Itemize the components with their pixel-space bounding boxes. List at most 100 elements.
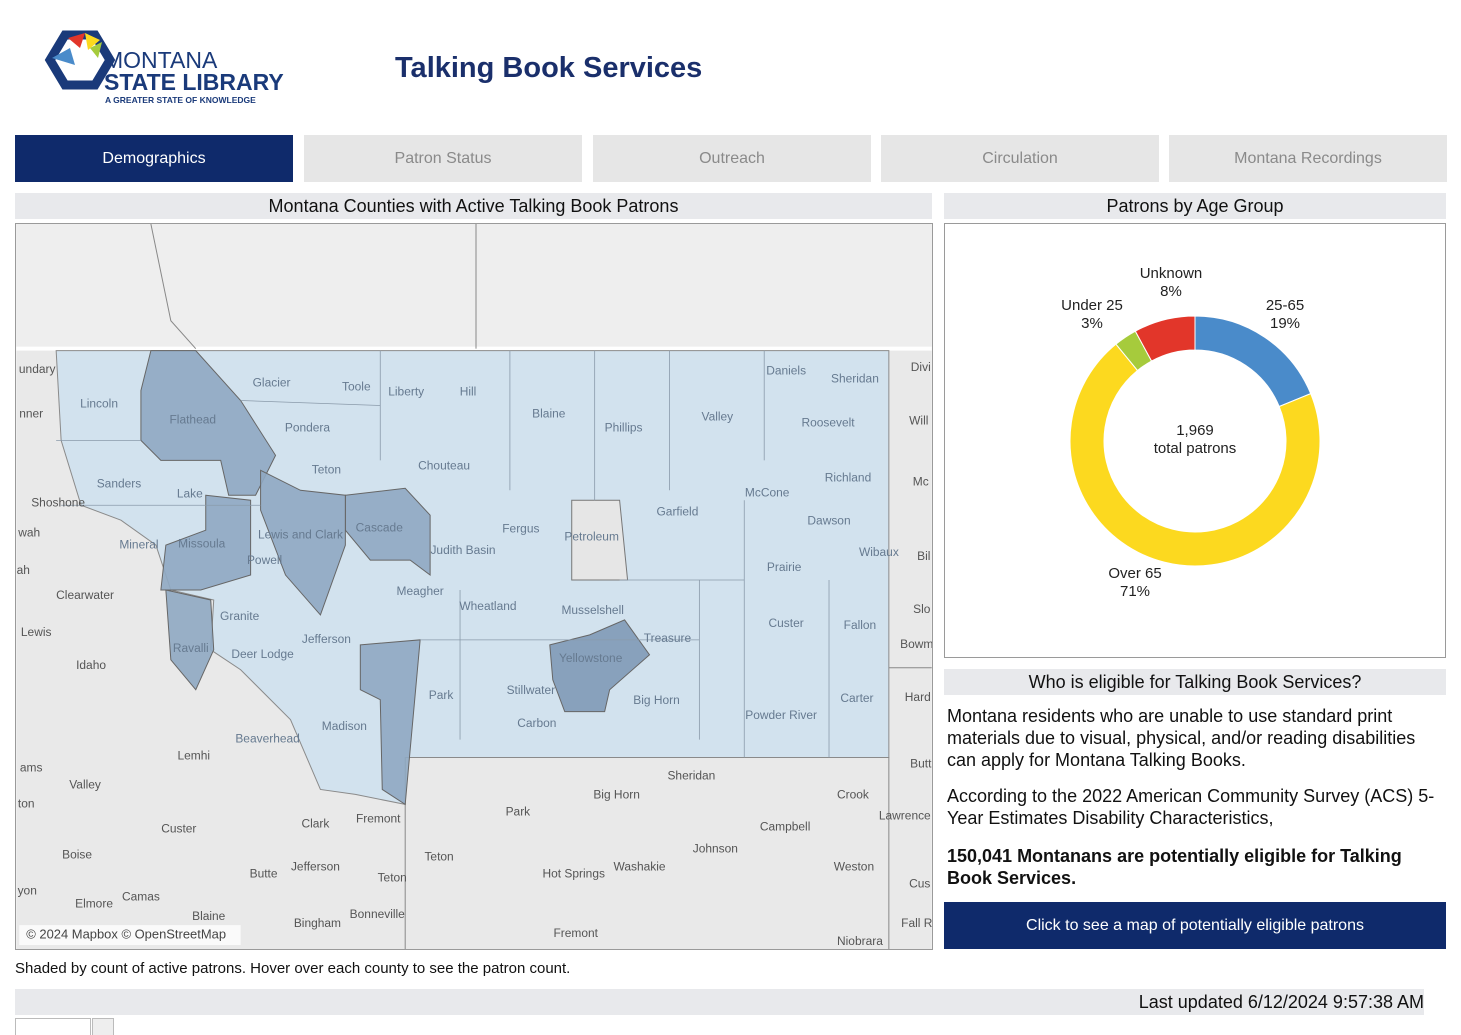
place-label: Clearwater: [56, 588, 114, 602]
place-label: Crook: [837, 788, 869, 802]
county-label: Daniels: [766, 364, 806, 378]
slice-category: Over 65: [1108, 565, 1161, 582]
county-label: Musselshell: [561, 603, 623, 617]
tab[interactable]: Patron Status: [304, 135, 582, 182]
logo-hex: [44, 30, 116, 90]
paragraph: 150,041 Montanans are potentially eligib…: [947, 846, 1402, 888]
county-label: Lake: [177, 486, 203, 500]
county-label: Chouteau: [418, 458, 470, 472]
county-label: Fallon: [844, 618, 877, 632]
place-label: Jefferson: [291, 859, 340, 873]
county-label: Custer: [769, 616, 804, 630]
county-label: Fergus: [502, 521, 539, 535]
county-label: Powder River: [745, 708, 817, 722]
attribution-bg: [19, 925, 241, 946]
place-label: Hot Springs: [542, 866, 604, 880]
county-label: Carbon: [517, 716, 556, 730]
paragraph: According to the 2022 American Community…: [947, 786, 1435, 828]
canada-area: [16, 224, 932, 349]
attribution: © 2024 Mapbox © OpenStreetMap: [26, 926, 226, 941]
place-label: Idaho: [76, 658, 106, 672]
county-label: Lewis and Clark: [258, 527, 343, 541]
logo-line1: MONTANA: [104, 47, 218, 73]
place-label: Butt: [910, 757, 932, 771]
map: Lincoln Flathead Glacier Toole Liberty Hill Bl…: [15, 223, 933, 950]
page-title: Talking Book Services: [395, 52, 703, 84]
donut-slice: [1069, 343, 1321, 567]
county-label: Hill: [460, 385, 477, 399]
county-label: Carter: [840, 691, 873, 705]
place-label: Custer: [161, 821, 196, 835]
logo-tagline: A GREATER STATE OF KNOWLEDGE: [105, 95, 256, 105]
county-label: Glacier: [253, 376, 291, 390]
place-label: wah: [17, 525, 40, 539]
county-label: Valley: [701, 410, 733, 424]
county-label: Yellowstone: [559, 651, 623, 665]
county-shade: [344, 487, 431, 577]
logo-shard: [85, 33, 100, 50]
county-shade: [140, 350, 277, 496]
place-label: Valley: [69, 778, 101, 792]
county-label: Ravalli: [173, 641, 209, 655]
eligibility-title: Who is eligible for Talking Book Service…: [944, 669, 1446, 695]
eligible-map-button[interactable]: Click to see a map of potentially eligib…: [944, 902, 1446, 949]
place-label: Lewis: [21, 625, 52, 639]
county-label: Sanders: [97, 476, 142, 490]
place-label: Mc: [913, 474, 929, 488]
county-label: Wheatland: [459, 599, 516, 613]
place-label: Divi: [911, 360, 931, 374]
county-label: Park: [429, 688, 454, 702]
county-label: Judith Basin: [430, 543, 495, 557]
map-footnote: Shaded by count of active patrons. Hover…: [15, 960, 571, 977]
county-line: [240, 400, 381, 406]
chart-title: Patrons by Age Group: [944, 193, 1446, 219]
county-shade: [260, 469, 346, 616]
county-label: Cascade: [356, 520, 404, 534]
place-label: Slo: [913, 602, 931, 616]
place-label: Cus: [909, 876, 930, 890]
place-label: nner: [19, 407, 43, 421]
scroll-box: [15, 1018, 91, 1035]
slice-category: 25-65: [1266, 297, 1304, 314]
slice-value-label: 19%: [1270, 315, 1300, 332]
county-label: Garfield: [657, 504, 699, 518]
county-label: Liberty: [388, 385, 424, 399]
county-label: Sheridan: [831, 372, 879, 386]
tab[interactable]: Demographics: [15, 135, 293, 182]
place-label: Teton: [378, 870, 407, 884]
place-label: Will: [909, 414, 928, 428]
county-label: Powell: [247, 553, 282, 567]
tab[interactable]: Outreach: [593, 135, 871, 182]
place-label: Boise: [62, 847, 92, 861]
county-label: Lincoln: [80, 397, 118, 411]
place-label: Washakie: [614, 859, 666, 873]
county-label: Treasure: [644, 631, 692, 645]
eligibility-text: Montana residents who are unable to use …: [947, 705, 1442, 889]
place-label: Camas: [122, 889, 160, 903]
county-label: Beaverhead: [235, 732, 299, 746]
place-label: Butte: [250, 866, 278, 880]
place-label: Bingham: [294, 916, 341, 930]
last-updated: Last updated 6/12/2024 9:57:38 AM: [1138, 992, 1424, 1012]
county-label: McCone: [745, 485, 790, 499]
slice-value-label: 8%: [1160, 283, 1182, 300]
tab[interactable]: Circulation: [881, 135, 1159, 182]
place-label: Johnson: [693, 841, 738, 855]
county-label: Deer Lodge: [231, 647, 294, 661]
tab[interactable]: Montana Recordings: [1169, 135, 1447, 182]
place-label: Niobrara: [837, 934, 883, 948]
place-label: Campbell: [760, 819, 811, 833]
donut-slice: [1134, 315, 1196, 362]
map-title: Montana Counties with Active Talking Boo…: [15, 193, 932, 219]
scroll-button: [92, 1018, 114, 1035]
place-label: Clark: [301, 817, 329, 831]
footer-bar: [15, 989, 1424, 1015]
place-label: ton: [18, 797, 35, 811]
county-label: Petroleum: [564, 529, 619, 543]
place-label: Blaine: [192, 909, 226, 923]
slice-category: Unknown: [1140, 265, 1203, 282]
place-label: ams: [20, 761, 43, 775]
county-label: Toole: [342, 380, 371, 394]
